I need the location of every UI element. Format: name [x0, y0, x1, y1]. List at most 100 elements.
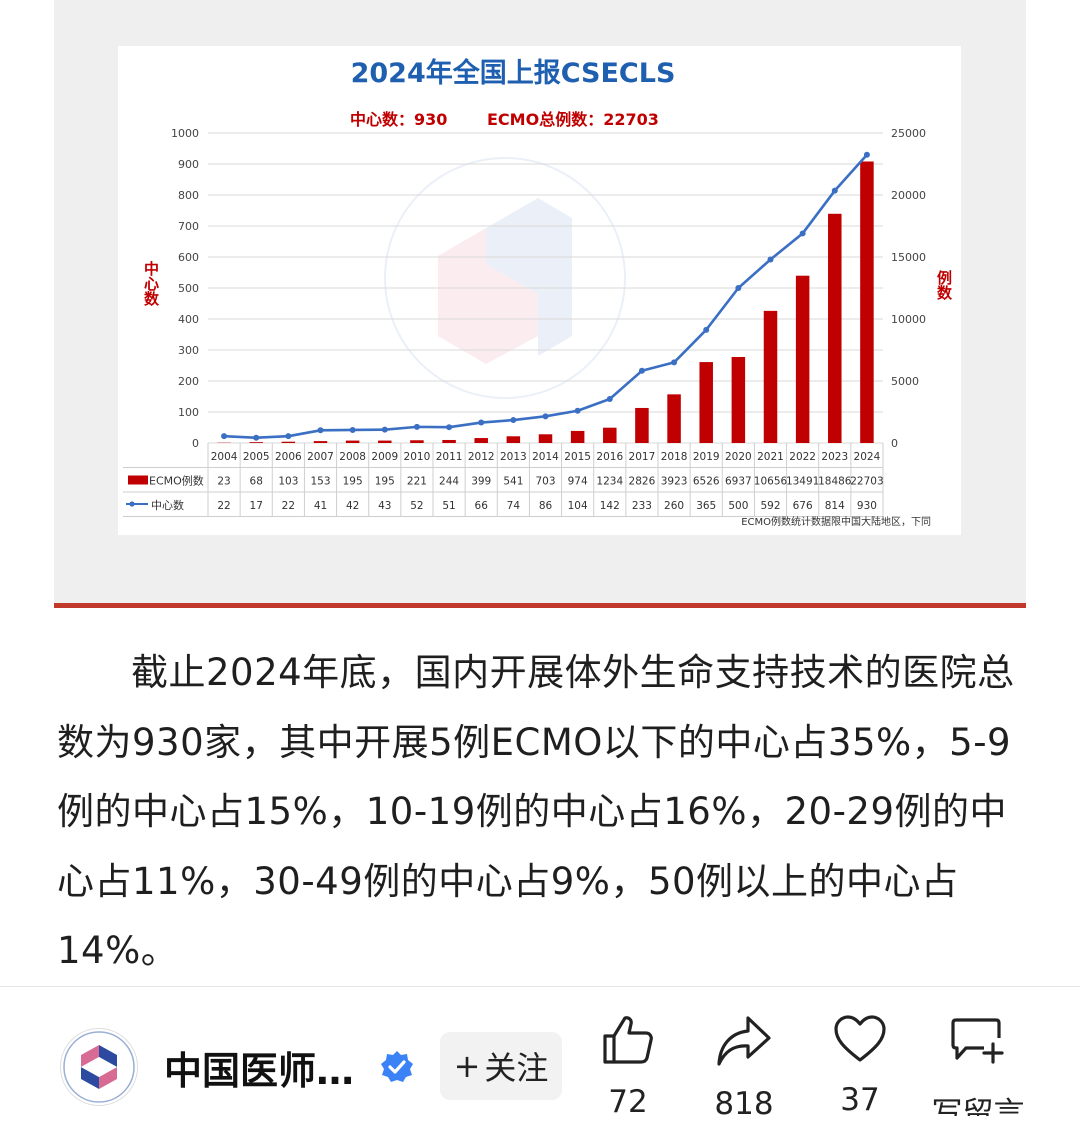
ecmo-bar — [667, 394, 681, 443]
ecmo-value-label: 6937 — [725, 476, 752, 488]
chart-subtitle-cases: ECMO总例数：22703 — [487, 110, 659, 129]
legend-centers-dot — [129, 501, 135, 507]
ecmo-value-label: 10656 — [754, 476, 788, 488]
x-tick-label: 2018 — [661, 451, 688, 463]
centers-value-label: 43 — [378, 500, 391, 512]
legend-ecmo-swatch — [128, 475, 148, 485]
x-tick-label: 2021 — [757, 451, 784, 463]
comment-button[interactable]: 写留言 — [918, 1014, 1038, 1116]
like-button[interactable]: 72 — [573, 1014, 683, 1134]
ecmo-value-label: 2826 — [629, 476, 656, 488]
left-tick-label: 900 — [178, 158, 199, 171]
centers-value-label: 66 — [475, 500, 489, 512]
ecmo-value-label: 68 — [250, 476, 263, 488]
share-icon — [717, 1016, 771, 1066]
left-tick-label: 600 — [178, 251, 199, 264]
comment-icon — [951, 1018, 1004, 1064]
centers-value-label: 42 — [346, 500, 359, 512]
article-paragraph: 截止2024年底，国内开展体外生命支持技术的医院总数为930家，其中开展5例EC… — [57, 651, 1015, 972]
centers-value-label: 142 — [600, 500, 620, 512]
favorite-button[interactable]: 37 — [805, 1014, 915, 1134]
centers-value-label: 86 — [539, 500, 553, 512]
chart-subtitle-centers: 中心数：930 — [350, 110, 447, 129]
right-axis-label: 例数 — [935, 269, 953, 301]
ecmo-value-label: 103 — [278, 476, 298, 488]
centers-value-label: 365 — [696, 500, 716, 512]
ecmo-bar — [410, 440, 424, 443]
right-tick-label: 20000 — [891, 189, 926, 202]
x-tick-label: 2014 — [532, 451, 559, 463]
watermark — [384, 157, 626, 399]
centers-point — [542, 413, 549, 420]
centers-point — [863, 151, 870, 158]
left-tick-label: 700 — [178, 220, 199, 233]
ecmo-chart: 2024年全国上报CSECLS 中心数：930 ECMO总例数：22703 0 1… — [123, 57, 953, 528]
left-tick-label: 0 — [192, 437, 199, 450]
ecmo-value-label: 221 — [407, 476, 427, 488]
ecmo-bar — [570, 430, 585, 443]
centers-point — [381, 426, 388, 433]
ecmo-value-label: 3923 — [661, 476, 688, 488]
x-tick-label: 2020 — [725, 451, 752, 463]
left-tick-label: 100 — [178, 406, 199, 419]
ecmo-bar — [506, 436, 521, 443]
ecmo-bar — [378, 440, 392, 443]
ecmo-value-label: 22703 — [850, 476, 883, 488]
x-tick-label: 2005 — [243, 451, 270, 463]
centers-point — [349, 426, 356, 433]
left-tick-label: 400 — [178, 313, 199, 326]
centers-point — [671, 359, 678, 366]
ecmo-value-label: 18486 — [818, 476, 852, 488]
left-axis-ticks: 0 100 200 300 400 500 600 700 800 900 1000 — [171, 127, 199, 450]
ecmo-value-label: 195 — [343, 476, 363, 488]
ecmo-value-label: 6526 — [693, 476, 720, 488]
right-tick-label: 15000 — [891, 251, 926, 264]
centers-point — [285, 433, 292, 440]
centers-point — [767, 256, 774, 263]
centers-point — [478, 419, 485, 426]
centers-point — [510, 417, 517, 424]
right-tick-label: 5000 — [891, 375, 919, 388]
ecmo-bar — [538, 434, 553, 443]
right-tick-label: 25000 — [891, 127, 926, 140]
ecmo-value-label: 23 — [217, 476, 230, 488]
centers-value-label: 41 — [314, 500, 327, 512]
ecmo-bar — [442, 439, 456, 443]
centers-point — [574, 407, 581, 414]
heart-icon — [834, 1015, 886, 1062]
x-tick-label: 2011 — [436, 451, 463, 463]
author-avatar[interactable] — [60, 1028, 138, 1106]
ecmo-bar — [860, 161, 874, 444]
comment-label: 写留言 — [931, 1096, 1025, 1116]
x-tick-label: 2009 — [371, 451, 398, 463]
ecmo-value-label: 153 — [310, 476, 330, 488]
ecmo-bar — [828, 213, 842, 443]
right-tick-label: 10000 — [891, 313, 926, 326]
ecmo-bar — [795, 275, 810, 443]
x-tick-label: 2022 — [789, 451, 816, 463]
x-tick-label: 2017 — [629, 451, 656, 463]
ecmo-bar — [635, 407, 649, 443]
ecmo-bar — [474, 438, 488, 443]
follow-button[interactable]: + 关注 — [440, 1032, 562, 1100]
centers-point — [413, 423, 420, 430]
x-tick-label: 2013 — [500, 451, 527, 463]
ecmo-value-label: 244 — [439, 476, 459, 488]
right-axis-ticks: 0 5000 10000 15000 20000 25000 — [891, 127, 926, 450]
data-table: 2004 23 22 2005 68 17 2006 103 22 2007 153 41 2008 19… — [123, 443, 884, 517]
centers-value-label: 74 — [507, 500, 521, 512]
ecmo-bar — [763, 310, 778, 443]
ecmo-value-label: 541 — [503, 476, 523, 488]
author-name[interactable]: 中国医师… — [164, 1049, 355, 1093]
ecmo-bar — [345, 440, 360, 443]
centers-point — [831, 187, 838, 194]
ecmo-value-label: 1234 — [596, 476, 623, 488]
share-button[interactable]: 818 — [689, 1014, 799, 1134]
chart-card: 2024年全国上报CSECLS 中心数：930 ECMO总例数：22703 0 1… — [118, 46, 961, 535]
chart-grid — [208, 132, 883, 444]
left-tick-label: 500 — [178, 282, 199, 295]
centers-point — [606, 395, 613, 402]
centers-value-label: 930 — [857, 500, 877, 512]
centers-point — [317, 427, 324, 434]
centers-value-label: 676 — [793, 500, 813, 512]
